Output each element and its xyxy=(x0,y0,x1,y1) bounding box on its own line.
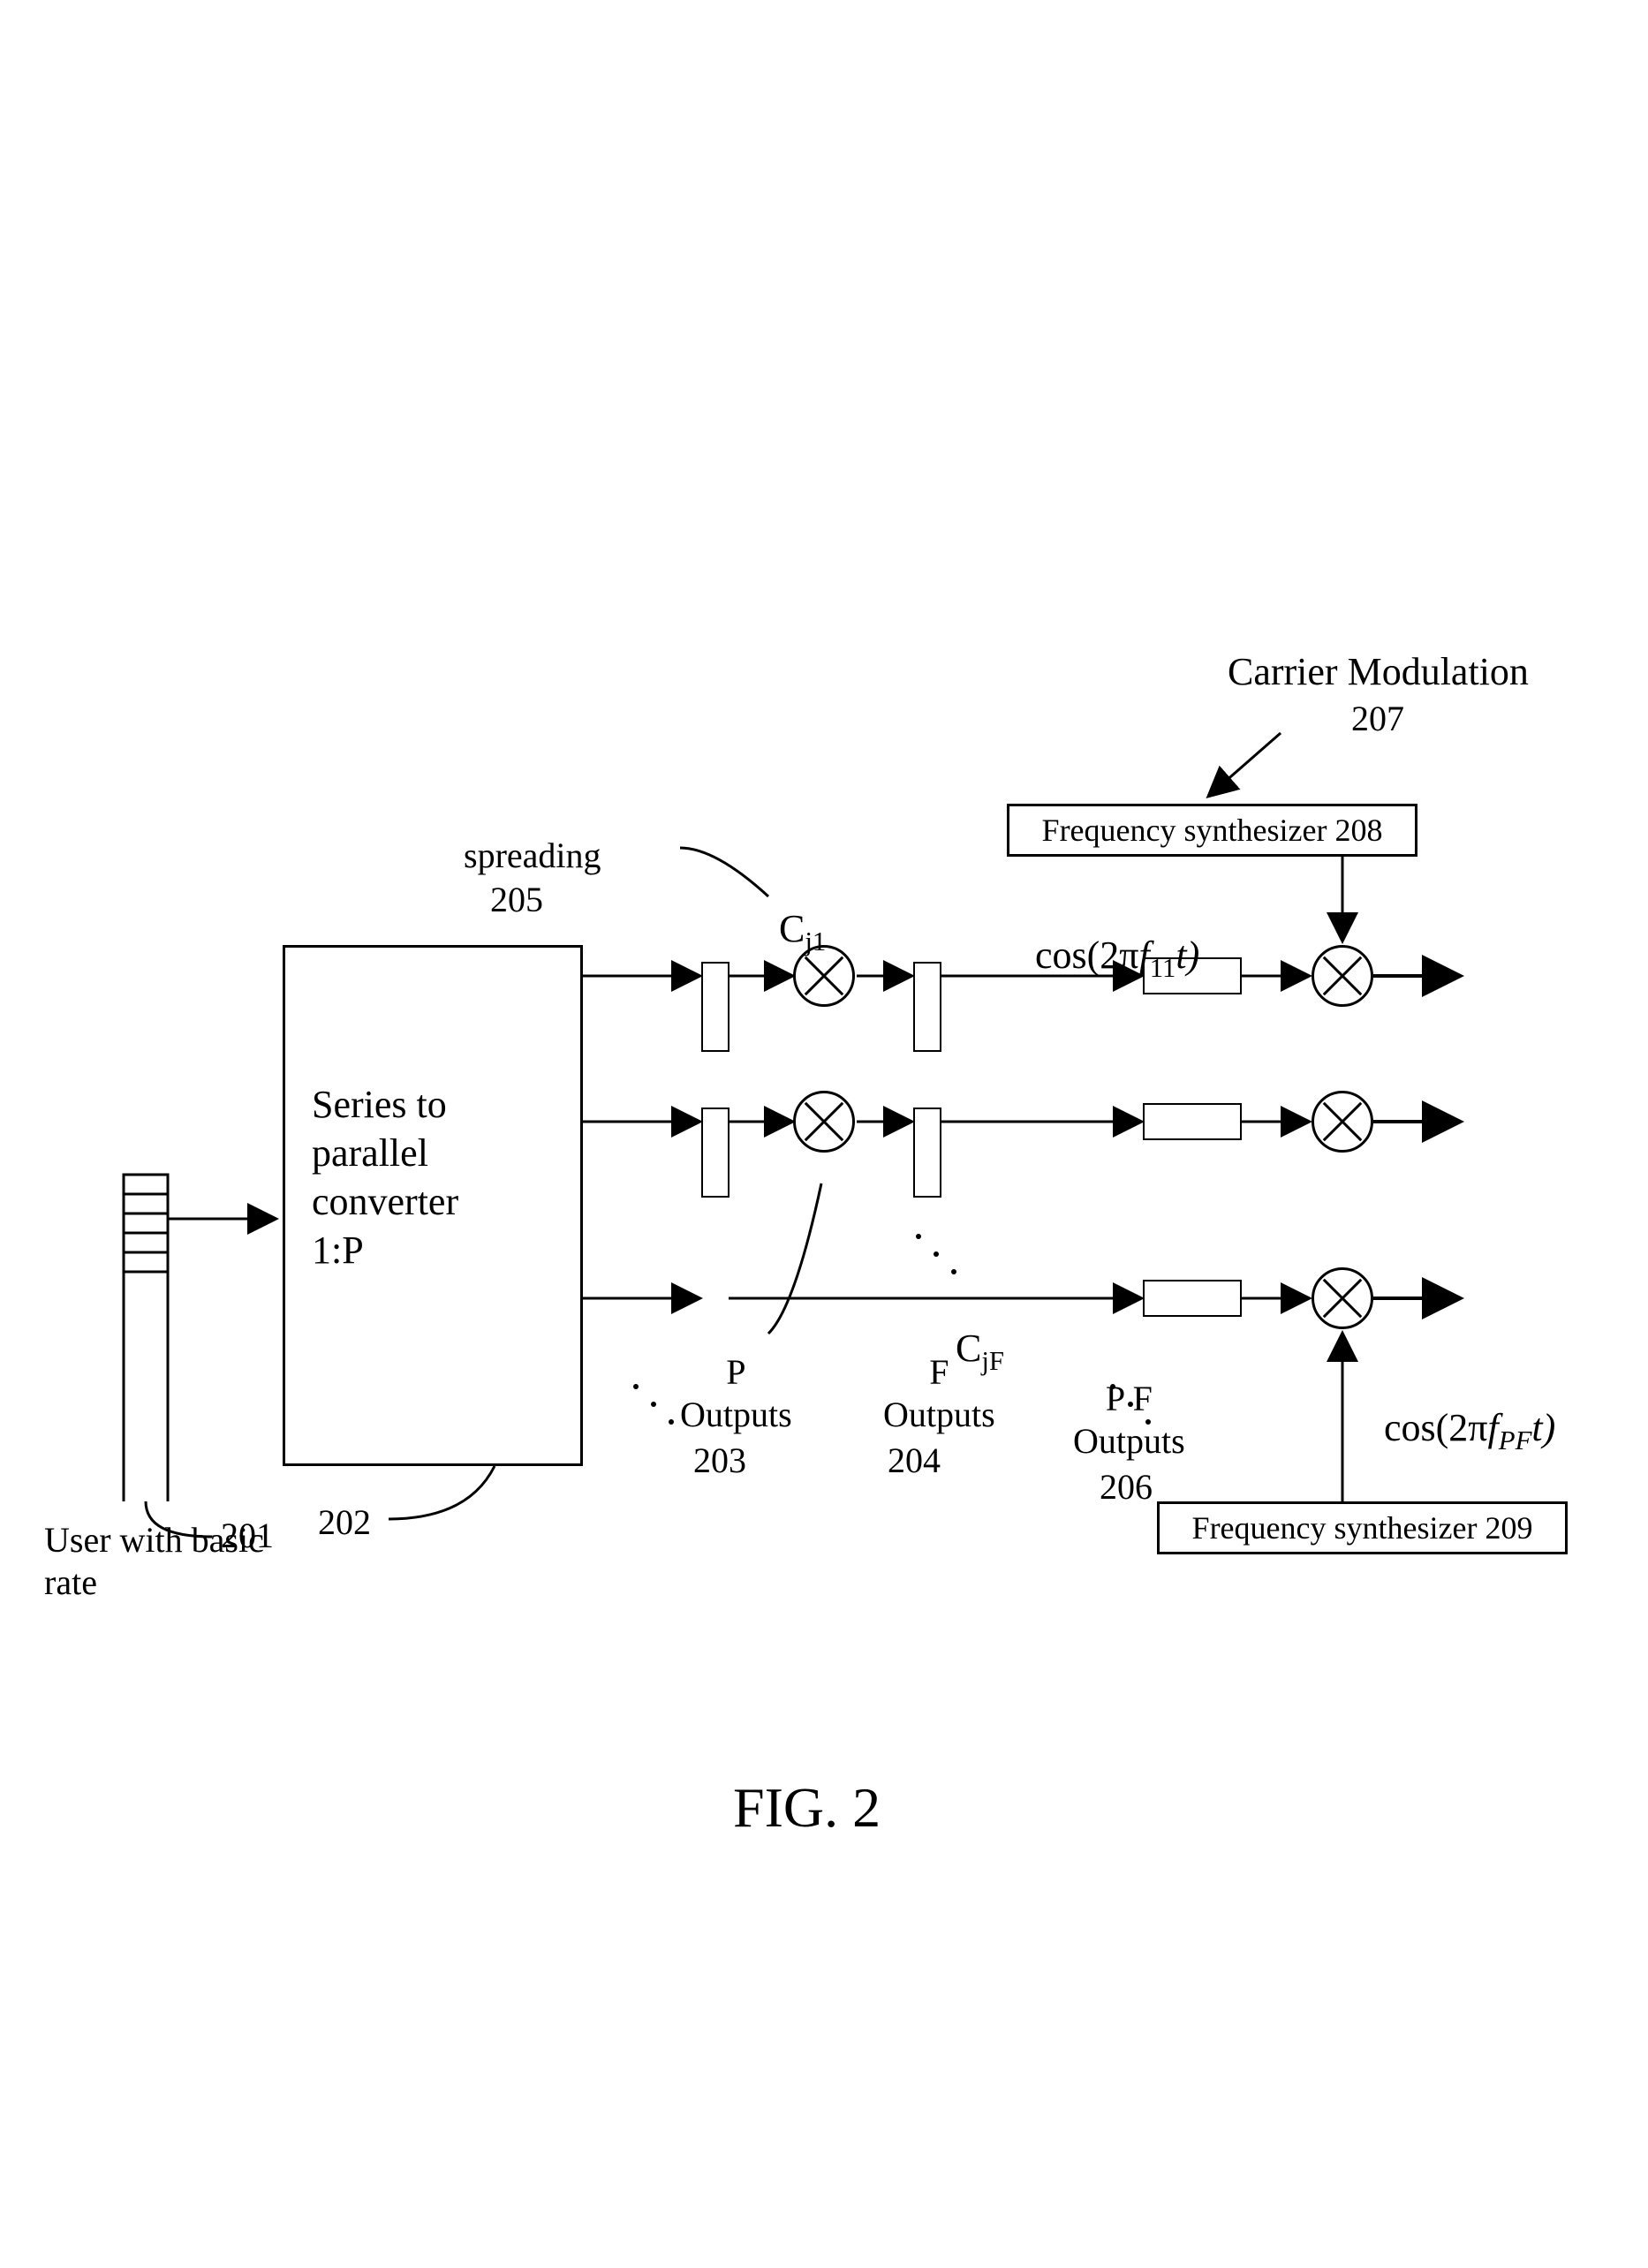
freq-synth-209-box: Frequency synthesizer 209 xyxy=(1157,1501,1568,1554)
diagram-canvas: Series to parallel converter 1:P Frequen… xyxy=(0,0,1648,2268)
cos-top-f: f xyxy=(1139,934,1150,977)
ref-203: 203 xyxy=(693,1440,746,1481)
cos-top-post: t) xyxy=(1176,934,1199,977)
cjf-sub: jF xyxy=(981,1346,1004,1376)
mixer-out-1 xyxy=(1312,945,1373,1007)
user-rate-bars xyxy=(124,1175,168,1501)
pf-outputs-label: P F Outputs xyxy=(1073,1378,1185,1463)
cos-bot-f: f xyxy=(1488,1406,1499,1449)
freq-synth-209-label: Frequency synthesizer 209 xyxy=(1192,1509,1533,1546)
mixer-out-3 xyxy=(1312,1267,1373,1329)
cos-top-pre: cos(2π xyxy=(1035,934,1139,977)
figure-caption: FIG. 2 xyxy=(733,1775,881,1841)
spreading-label: spreading xyxy=(464,835,601,876)
ref-205: 205 xyxy=(490,879,543,920)
cjf-c: C xyxy=(956,1327,981,1370)
ref-206: 206 xyxy=(1100,1466,1153,1508)
p-outputs-label: P Outputs xyxy=(680,1351,792,1436)
carrier-modulation-label: Carrier Modulation xyxy=(1228,649,1529,694)
cos-top-label: cos(2πf11t) xyxy=(1016,888,1199,984)
ref-207: 207 xyxy=(1351,698,1404,739)
cj1-label: Cj1 xyxy=(760,861,826,957)
cjf-label: CjF xyxy=(936,1281,1004,1377)
mixer-out-2 xyxy=(1312,1091,1373,1153)
series-parallel-box: Series to parallel converter 1:P xyxy=(283,945,583,1466)
freq-synth-208-box: Frequency synthesizer 208 xyxy=(1007,804,1417,857)
cos-bot-label: cos(2πfPFt) xyxy=(1365,1360,1555,1456)
cos-bot-sub: PF xyxy=(1499,1425,1532,1455)
mixer-cj2 xyxy=(793,1091,855,1153)
freq-synth-208-label: Frequency synthesizer 208 xyxy=(1042,812,1383,849)
ref-204: 204 xyxy=(888,1440,941,1481)
cos-bot-post: t) xyxy=(1531,1406,1555,1449)
ref-202: 202 xyxy=(318,1501,371,1543)
cos-bot-pre: cos(2π xyxy=(1384,1406,1488,1449)
cj1-sub: j1 xyxy=(805,926,826,956)
cj1-c: C xyxy=(779,907,805,950)
cos-top-sub: 11 xyxy=(1150,953,1176,983)
ref-201: 201 xyxy=(221,1515,274,1556)
series-parallel-label: Series to parallel converter 1:P xyxy=(312,1080,607,1274)
